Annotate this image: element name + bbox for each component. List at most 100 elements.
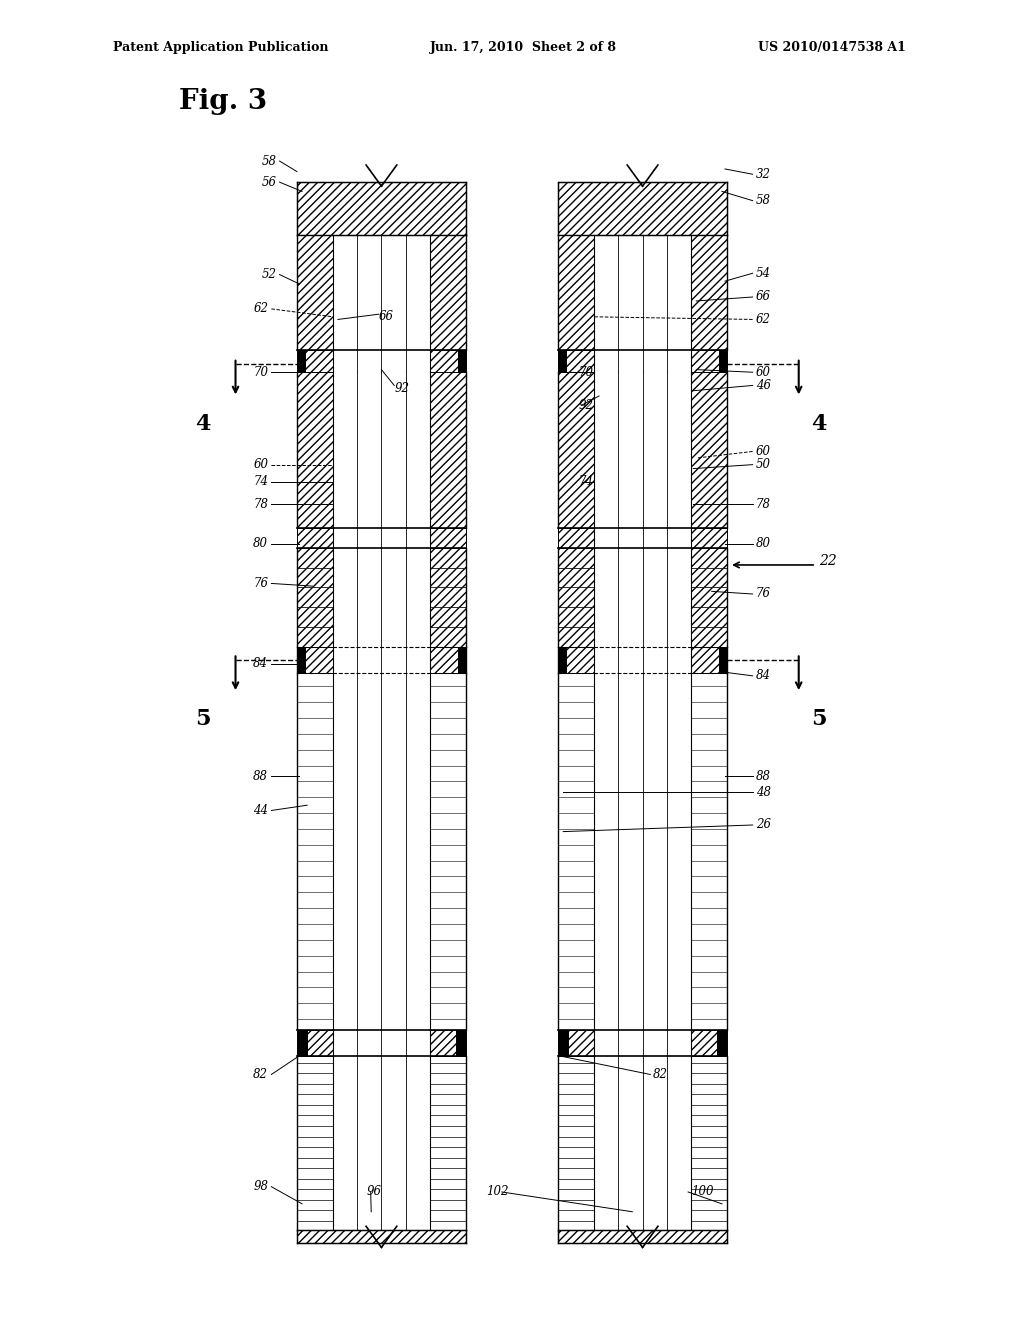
Polygon shape — [430, 548, 466, 568]
Polygon shape — [297, 587, 333, 607]
Polygon shape — [558, 647, 566, 673]
Polygon shape — [691, 235, 727, 350]
Polygon shape — [430, 350, 458, 372]
Text: 82: 82 — [253, 1068, 268, 1081]
Polygon shape — [430, 607, 466, 627]
Polygon shape — [691, 627, 727, 647]
Text: 82: 82 — [653, 1068, 669, 1081]
Text: 92: 92 — [394, 381, 410, 395]
Polygon shape — [430, 372, 466, 528]
Text: 66: 66 — [756, 290, 771, 304]
Polygon shape — [558, 372, 594, 528]
Polygon shape — [456, 1030, 466, 1056]
Polygon shape — [558, 568, 594, 587]
Polygon shape — [558, 607, 594, 627]
Polygon shape — [297, 1230, 466, 1243]
Polygon shape — [430, 627, 466, 647]
Text: 84: 84 — [253, 657, 268, 671]
Text: 100: 100 — [691, 1185, 714, 1199]
Polygon shape — [430, 587, 466, 607]
Text: 5: 5 — [195, 709, 211, 730]
Text: 84: 84 — [756, 669, 771, 682]
Text: 5: 5 — [811, 709, 827, 730]
Polygon shape — [558, 182, 727, 235]
Polygon shape — [558, 627, 594, 647]
Polygon shape — [297, 627, 333, 647]
Text: 62: 62 — [756, 313, 771, 326]
Text: 80: 80 — [253, 537, 268, 550]
Polygon shape — [691, 548, 727, 568]
Polygon shape — [558, 647, 594, 673]
Text: 66: 66 — [379, 310, 394, 323]
Polygon shape — [297, 1030, 307, 1056]
Polygon shape — [458, 350, 466, 372]
Text: 78: 78 — [253, 498, 268, 511]
Polygon shape — [558, 548, 594, 568]
Text: 4: 4 — [811, 413, 827, 434]
Polygon shape — [719, 350, 727, 372]
Polygon shape — [719, 647, 727, 673]
Polygon shape — [691, 647, 727, 673]
Text: 58: 58 — [261, 154, 276, 168]
Polygon shape — [691, 568, 727, 587]
Text: 22: 22 — [819, 554, 837, 568]
Text: 78: 78 — [756, 498, 771, 511]
Polygon shape — [691, 607, 727, 627]
Text: 74: 74 — [253, 475, 268, 488]
Text: 46: 46 — [756, 379, 771, 392]
Polygon shape — [691, 372, 727, 528]
Text: 52: 52 — [261, 268, 276, 281]
Polygon shape — [430, 568, 466, 587]
Polygon shape — [717, 1030, 727, 1056]
Text: 4: 4 — [195, 413, 211, 434]
Text: 60: 60 — [253, 458, 268, 471]
Text: 88: 88 — [756, 770, 771, 783]
Polygon shape — [558, 1030, 568, 1056]
Text: 102: 102 — [486, 1185, 509, 1199]
Polygon shape — [691, 1030, 717, 1056]
Text: 98: 98 — [253, 1180, 268, 1193]
Polygon shape — [297, 350, 305, 372]
Polygon shape — [297, 182, 466, 235]
Text: 60: 60 — [756, 366, 771, 379]
Polygon shape — [458, 647, 466, 673]
Polygon shape — [297, 607, 333, 627]
Text: 58: 58 — [756, 194, 771, 207]
Polygon shape — [558, 235, 594, 350]
Polygon shape — [558, 1230, 727, 1243]
Polygon shape — [430, 647, 466, 673]
Text: 70: 70 — [579, 366, 594, 379]
Polygon shape — [297, 528, 333, 548]
Text: 26: 26 — [756, 818, 771, 832]
Text: 56: 56 — [261, 176, 276, 189]
Text: US 2010/0147538 A1: US 2010/0147538 A1 — [758, 41, 905, 54]
Polygon shape — [558, 528, 594, 548]
Polygon shape — [297, 235, 333, 350]
Text: 54: 54 — [756, 267, 771, 280]
Polygon shape — [430, 528, 466, 548]
Polygon shape — [430, 1030, 456, 1056]
Polygon shape — [558, 587, 594, 607]
Polygon shape — [297, 372, 333, 528]
Polygon shape — [307, 1030, 333, 1056]
Text: 70: 70 — [253, 366, 268, 379]
Polygon shape — [297, 647, 333, 673]
Text: 74: 74 — [579, 475, 594, 488]
Text: 32: 32 — [756, 168, 771, 181]
Text: Jun. 17, 2010  Sheet 2 of 8: Jun. 17, 2010 Sheet 2 of 8 — [430, 41, 617, 54]
Polygon shape — [691, 587, 727, 607]
Text: 76: 76 — [253, 577, 268, 590]
Polygon shape — [297, 568, 333, 587]
Text: 92: 92 — [579, 399, 594, 412]
Polygon shape — [558, 350, 566, 372]
Text: 48: 48 — [756, 785, 771, 799]
Text: 44: 44 — [253, 804, 268, 817]
Text: 76: 76 — [756, 587, 771, 601]
Polygon shape — [566, 350, 594, 372]
Polygon shape — [297, 647, 305, 673]
Text: 50: 50 — [756, 458, 771, 471]
Polygon shape — [691, 528, 727, 548]
Text: 80: 80 — [756, 537, 771, 550]
Text: Fig. 3: Fig. 3 — [179, 88, 267, 115]
Text: 96: 96 — [367, 1185, 382, 1199]
